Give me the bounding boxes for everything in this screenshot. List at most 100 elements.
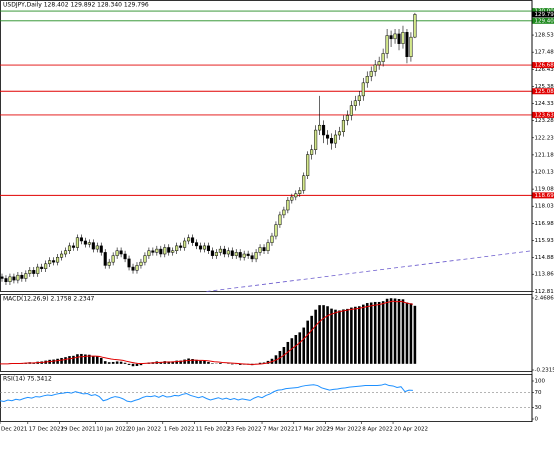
- macd-bar: [203, 360, 206, 364]
- macd-bar: [92, 356, 95, 364]
- macd-bar: [314, 309, 317, 364]
- candle-body: [4, 278, 8, 282]
- candle-body: [151, 250, 155, 253]
- macd-bar: [68, 356, 71, 364]
- level-label-box: [532, 8, 554, 15]
- candle-body: [99, 245, 103, 253]
- macd-bar: [187, 358, 190, 364]
- candle-body: [401, 32, 405, 44]
- candle-body: [214, 252, 218, 256]
- candle-body: [409, 36, 413, 57]
- candle-body: [159, 248, 163, 255]
- macd-bar: [135, 363, 139, 366]
- x-tick-label: 1 Feb 2022: [164, 427, 195, 433]
- x-tick-label: 29 Mar 2022: [327, 427, 362, 433]
- y-tick-label: 126.430: [535, 67, 554, 73]
- candle-body: [286, 199, 290, 211]
- current-price-label: 129.796: [535, 12, 554, 18]
- candle-body: [135, 265, 139, 271]
- y-tick-label: 119.080: [535, 187, 554, 193]
- y-tick-label: 112.810: [535, 289, 554, 295]
- trend-line: [206, 250, 533, 292]
- macd-bar: [207, 361, 210, 364]
- candle-body: [187, 237, 191, 242]
- candle-body: [155, 248, 159, 253]
- candle-body: [210, 250, 214, 256]
- x-tick-label: 29 Dec 2021: [61, 427, 96, 433]
- candle-body: [163, 247, 167, 255]
- candle-body: [385, 35, 389, 54]
- macd-bar: [385, 298, 389, 364]
- x-tick-label: 7 Mar 2022: [263, 427, 294, 433]
- macd-bar: [318, 305, 321, 364]
- macd-bar: [107, 362, 111, 364]
- level-label-box: [532, 17, 554, 24]
- y-tick-label: 122.230: [535, 135, 554, 141]
- candle-body: [8, 276, 12, 282]
- macd-bar: [72, 355, 75, 364]
- y-tick-label: 100: [535, 379, 546, 385]
- candle-body: [44, 263, 48, 269]
- candle-body: [191, 237, 195, 243]
- macd-bar: [183, 359, 186, 364]
- candle-body: [218, 248, 222, 253]
- candle-body: [373, 64, 377, 72]
- candle-body: [322, 124, 326, 136]
- macd-bar: [401, 299, 405, 364]
- candle-body: [242, 253, 246, 258]
- candle-body: [75, 237, 79, 248]
- candle-body: [40, 266, 44, 269]
- candle-body: [357, 95, 361, 102]
- macd-bar: [338, 310, 341, 364]
- candle-body: [32, 270, 36, 274]
- level-label: 125.083: [535, 89, 554, 95]
- level-label: 129.403: [535, 18, 554, 24]
- y-tick-label: 116.980: [535, 221, 554, 227]
- candle-body: [337, 131, 342, 136]
- candle-body: [365, 76, 369, 84]
- macd-bar: [286, 341, 290, 364]
- macd-bar: [80, 353, 83, 364]
- candle-body: [294, 193, 298, 198]
- x-tick-label: 10 Jan 2022: [96, 427, 129, 433]
- macd-bar: [64, 357, 67, 364]
- level-label: 123.631: [535, 112, 554, 118]
- candle-body: [95, 245, 99, 250]
- macd-bar: [377, 301, 381, 364]
- candle-body: [127, 258, 131, 268]
- y-tick-label: 113.860: [535, 272, 554, 278]
- candle-body: [389, 35, 393, 40]
- level-label-box: [532, 62, 554, 69]
- macd-bar: [302, 327, 306, 364]
- macd-bar: [306, 320, 309, 364]
- macd-bar: [365, 303, 369, 364]
- candle-body: [345, 115, 349, 121]
- candle-body: [147, 250, 151, 256]
- panel-title: USDJPY,Daily 128.402 129.892 128.340 129…: [3, 2, 149, 9]
- candle-body: [310, 149, 314, 155]
- y-tick-label: 30: [535, 405, 542, 411]
- y-tick-label: 0: [535, 417, 539, 423]
- x-tick-label: 23 Feb 2022: [227, 427, 261, 433]
- macd-bar: [131, 363, 135, 367]
- candle-body: [28, 270, 32, 274]
- panel-title: MACD(12,26,9) 2.1758 2.2347: [3, 296, 95, 303]
- macd-bar: [219, 363, 222, 364]
- macd-bar: [361, 304, 365, 364]
- macd-bar: [298, 332, 302, 364]
- candle-body: [171, 250, 175, 253]
- x-tick-label: 20 Jan 2022: [128, 427, 161, 433]
- candle-body: [139, 261, 143, 266]
- candle-body: [306, 154, 310, 177]
- candle-body: [183, 240, 187, 248]
- candle-body: [71, 245, 76, 248]
- candle-body: [314, 129, 318, 150]
- y-tick-label: 120.130: [535, 170, 554, 176]
- macd-bar: [52, 359, 55, 364]
- y-tick-label: 124.330: [535, 101, 554, 107]
- macd-bar: [119, 361, 123, 364]
- x-tick-label: 17 Mar 2022: [295, 427, 330, 433]
- level-label-box: [532, 88, 554, 95]
- macd-bar: [389, 298, 393, 364]
- macd-bar: [179, 360, 182, 364]
